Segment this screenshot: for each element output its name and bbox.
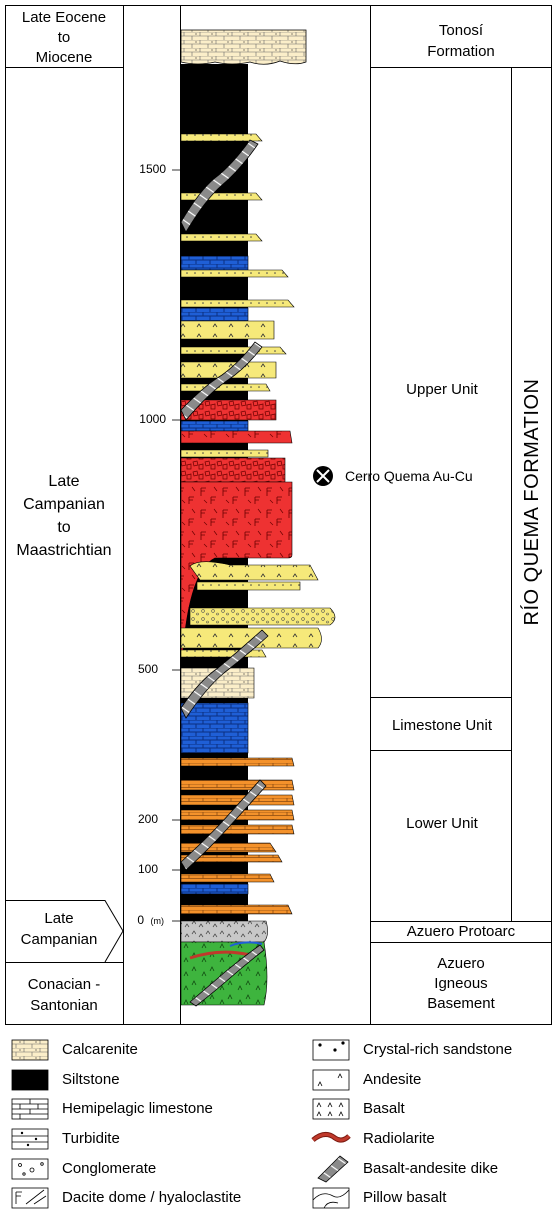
tick-100: 100 (137, 862, 158, 876)
unit-limestone: Limestone Unit (391, 717, 493, 734)
frame (5, 5, 552, 1025)
legend-turbidite-swatch (11, 1128, 49, 1150)
legend-siltstone-swatch (11, 1069, 49, 1091)
mine-label: Cerro Quema Au-Cu (345, 468, 473, 484)
depth-ticks (172, 169, 181, 922)
legend-label-conglomerate: Conglomerate (62, 1160, 157, 1177)
legend-andesite-swatch (312, 1069, 350, 1091)
legend-label-radiolarite: Radiolarite (363, 1130, 435, 1147)
tick-1000: 1000 (139, 412, 166, 426)
unit-protoarc: Azuero Protoarc (406, 923, 516, 940)
legend-label-basalt: Basalt (363, 1100, 405, 1117)
legend-dacite-swatch (11, 1187, 49, 1209)
unit-upper: Upper Unit (406, 381, 478, 398)
tick-200: 200 (137, 812, 158, 826)
legend-sandstone-swatch (312, 1039, 350, 1061)
legend-dike-swatch (317, 1155, 349, 1183)
legend-label-turbidite: Turbidite (62, 1130, 120, 1147)
legend-label-limestone: Hemipelagic limestone (62, 1100, 213, 1117)
legend-calcarenite-swatch (11, 1039, 49, 1061)
mine-icon (313, 466, 333, 486)
unit-lower: Lower Unit (406, 815, 478, 832)
age-late-campanian: Late Campanian (20, 910, 98, 948)
legend-label-siltstone: Siltstone (62, 1071, 120, 1088)
age-campanian-maastrichtian: Late Campanian to Maastrichtian (16, 473, 112, 559)
age-eocene-miocene: Late Eocene to Miocene (21, 9, 107, 66)
tick-0: 0 (137, 913, 144, 927)
formation-label: RÍO QUEMA FORMATION (521, 378, 543, 626)
unit-basement: Azuero Igneous Basement (427, 955, 495, 1012)
legend-basalt-swatch (312, 1098, 350, 1120)
tick-1500: 1500 (139, 162, 166, 176)
tick-500: 500 (137, 662, 158, 676)
legend-label-andesite: Andesite (363, 1071, 422, 1088)
stratigraphic-column (180, 29, 336, 1007)
legend-label-dacite: Dacite dome / hyaloclastite (62, 1189, 242, 1206)
unit-tonosi: Tonosí Formation (427, 22, 495, 60)
legend-label-pillow: Pillow basalt (363, 1189, 447, 1206)
legend-label-sandstone: Crystal-rich sandstone (363, 1041, 513, 1058)
legend-label-calcarenite: Calcarenite (62, 1041, 138, 1058)
legend-pillow-swatch (312, 1187, 350, 1209)
calcarenite-layer (180, 29, 307, 65)
tick-unit: (m) (150, 916, 165, 926)
legend-symbols (11, 1039, 351, 1209)
age-conacian-santonian: Conacian - Santonian (27, 976, 101, 1014)
legend-label-dike: Basalt-andesite dike (363, 1160, 499, 1177)
